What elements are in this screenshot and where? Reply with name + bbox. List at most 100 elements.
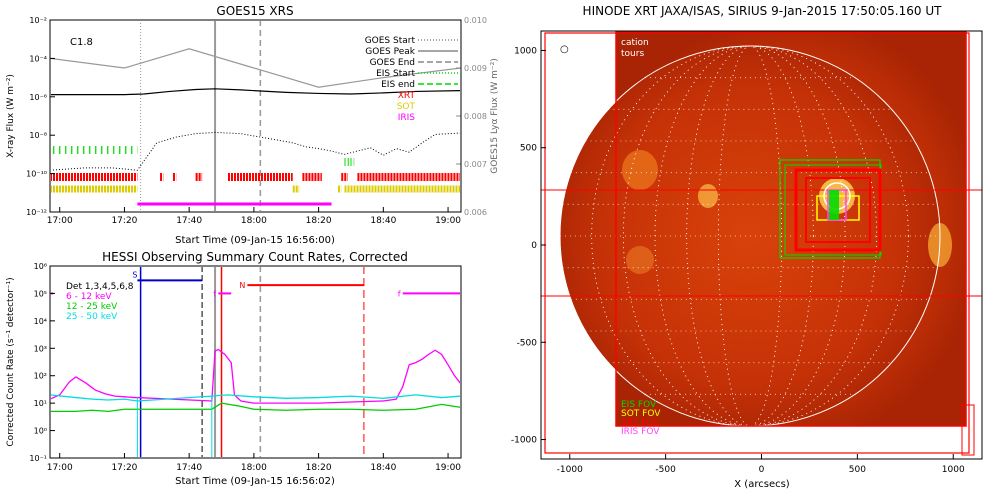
bright-region-east — [622, 150, 658, 190]
location-label: cation — [621, 38, 649, 48]
hessi-x-tick-label: 17:40 — [176, 463, 202, 473]
hessi-x-tick-label: 17:20 — [111, 463, 137, 473]
xrt-x-tick-label: -1000 — [557, 465, 583, 475]
hessi-legend-label: Det 1,3,4,5,6,8 — [66, 282, 134, 292]
goes-legend-label: XRT — [398, 91, 416, 101]
goes-y-tick-label: 10⁻⁶ — [29, 93, 47, 102]
longitude-line — [717, 45, 783, 427]
xrt-fov-full — [615, 31, 967, 427]
hessi-y-tick-label: 10⁻¹ — [29, 454, 47, 463]
goes-x-tick-label: 18:40 — [370, 216, 396, 226]
goes-x-axis-label: Start Time (09-Jan-15 16:56:00) — [175, 235, 335, 246]
xrt-y-tick-label: 500 — [520, 144, 537, 154]
goes-x-tick-label: 18:20 — [306, 216, 332, 226]
xrt-fov-box — [794, 168, 882, 252]
xrt-fov-box-inner — [805, 177, 871, 243]
hessi-legend-label: 25 - 50 keV — [66, 312, 118, 322]
goes-panel: 10⁻¹² 10⁻¹⁰ 10⁻⁸ 10⁻⁶ 10⁻⁴ 10⁻² 0.006 0.007 0.00… — [6, 16, 500, 246]
hessi-series-2 — [51, 394, 460, 402]
xrt-fov-outer — [544, 32, 970, 454]
xrt-y-tick-label: -1000 — [511, 436, 537, 446]
goes-series-1 — [51, 131, 460, 171]
hessi-y-axis-label: Corrected Count Rate (s⁻¹ detector⁻¹) — [6, 277, 16, 446]
xrt-x-tick-label: 1000 — [942, 465, 965, 475]
goes-x-tick-label: 17:40 — [176, 216, 202, 226]
xrt-fov-corner — [961, 404, 975, 456]
goes-y2-tick-label: 0.008 — [464, 112, 487, 121]
xrt-y-tick-label: 1000 — [514, 46, 537, 56]
xrt-legend-label: SOT FOV — [621, 409, 661, 419]
longitude-line — [622, 45, 878, 427]
goes-x-tick-label: 19:00 — [435, 216, 461, 226]
goes-x-tick-label: 18:00 — [241, 216, 267, 226]
hessi-y-tick-label: 10⁶ — [34, 262, 47, 271]
goes-flare-class: C1.8 — [70, 37, 93, 48]
goes-legend-label: EIS Start — [376, 69, 415, 79]
goes-y-tick-label: 10⁻⁸ — [29, 131, 47, 140]
location-marker-icon: ○ — [560, 44, 569, 55]
hessi-x-tick-label: 18:20 — [306, 463, 332, 473]
hessi-x-axis-label: Start Time (09-Jan-15 16:56:02) — [175, 476, 335, 487]
hessi-y-tick-label: 10³ — [34, 344, 47, 353]
xrt-title: HINODE XRT JAXA/ISAS, SIRIUS 9-Jan-2015 … — [583, 4, 943, 18]
goes-y-tick-label: 10⁻² — [29, 16, 47, 25]
flag-label-s: S — [132, 270, 137, 279]
hessi-y-tick-label: 10⁴ — [34, 317, 47, 326]
xrt-x-tick-label: 0 — [759, 465, 765, 475]
xrt-y-tick-label: 0 — [531, 241, 537, 251]
hessi-x-tick-label: 18:40 — [370, 463, 396, 473]
xrt-legend-label: IRIS FOV — [621, 427, 660, 437]
xrt-legend-label: EIS FOV — [621, 400, 657, 410]
flag-label-f: f — [398, 289, 401, 298]
goes-legend-label: GOES End — [370, 58, 415, 68]
goes-y-axis-label: X-ray Flux (W m⁻²) — [6, 74, 16, 158]
hessi-x-tick-label: 19:00 — [435, 463, 461, 473]
goes-x-tick-label: 17:00 — [47, 216, 73, 226]
goes-series-0 — [51, 88, 460, 96]
hessi-legend-label: 6 - 12 keV — [66, 292, 112, 302]
goes-x-tick-label: 17:20 — [111, 216, 137, 226]
goes-y2-tick-label: 0.010 — [464, 16, 487, 25]
hessi-x-tick-label: 18:00 — [241, 463, 267, 473]
goes-legend-label: SOT — [397, 102, 416, 112]
goes-y-tick-label: 10⁻⁴ — [29, 54, 47, 63]
eis-raster-strip — [829, 190, 839, 220]
contours-label: tours — [621, 49, 644, 59]
longitude-line — [654, 45, 846, 427]
goes-y-tick-label: 10⁻¹² — [26, 208, 47, 217]
hessi-series-0 — [51, 348, 460, 404]
flag-label-n: N — [239, 281, 245, 290]
hessi-y-tick-label: 10² — [34, 372, 47, 381]
hessi-title: HESSI Observing Summary Count Rates, Cor… — [102, 250, 408, 264]
bright-region-south — [626, 246, 654, 274]
goes-series-2 — [51, 48, 460, 88]
hessi-y-tick-label: 10¹ — [34, 399, 47, 408]
goes-legend-label: EIS end — [381, 80, 415, 90]
hessi-y-tick-label: 10⁵ — [34, 289, 47, 298]
hessi-y-tick-label: 10⁰ — [34, 427, 47, 436]
hessi-x-tick-label: 17:00 — [47, 463, 73, 473]
goes-y2-tick-label: 0.006 — [464, 208, 487, 217]
goes-legend-label: GOES Peak — [365, 47, 415, 57]
xrt-plot-frame — [540, 30, 983, 460]
hessi-series-1 — [51, 402, 460, 413]
goes-legend-label: GOES Start — [365, 36, 416, 46]
goes-y-tick-label: 10⁻¹⁰ — [26, 170, 47, 179]
goes-y2-tick-label: 0.007 — [464, 160, 487, 169]
goes-y2-axis-label: GOES15 Lyα Flux (W m⁻²) — [490, 58, 500, 174]
xrt-x-tick-label: 500 — [849, 465, 866, 475]
xrt-x-tick-label: -500 — [655, 465, 676, 475]
flag-label-f: f — [213, 289, 216, 298]
goes-legend-label: IRIS — [398, 113, 416, 123]
goes-title: GOES15 XRS — [216, 4, 293, 18]
xrt-legend-label: XRT FOV — [621, 418, 660, 428]
hessi-plot-frame — [49, 265, 462, 459]
xrt-x-axis-label: X (arcsecs) — [734, 479, 790, 490]
xrt-y-tick-label: -500 — [517, 338, 538, 348]
goes-plot-frame — [49, 19, 462, 213]
goes-y2-tick-label: 0.009 — [464, 64, 487, 73]
hessi-legend-label: 12 - 25 keV — [66, 302, 118, 312]
